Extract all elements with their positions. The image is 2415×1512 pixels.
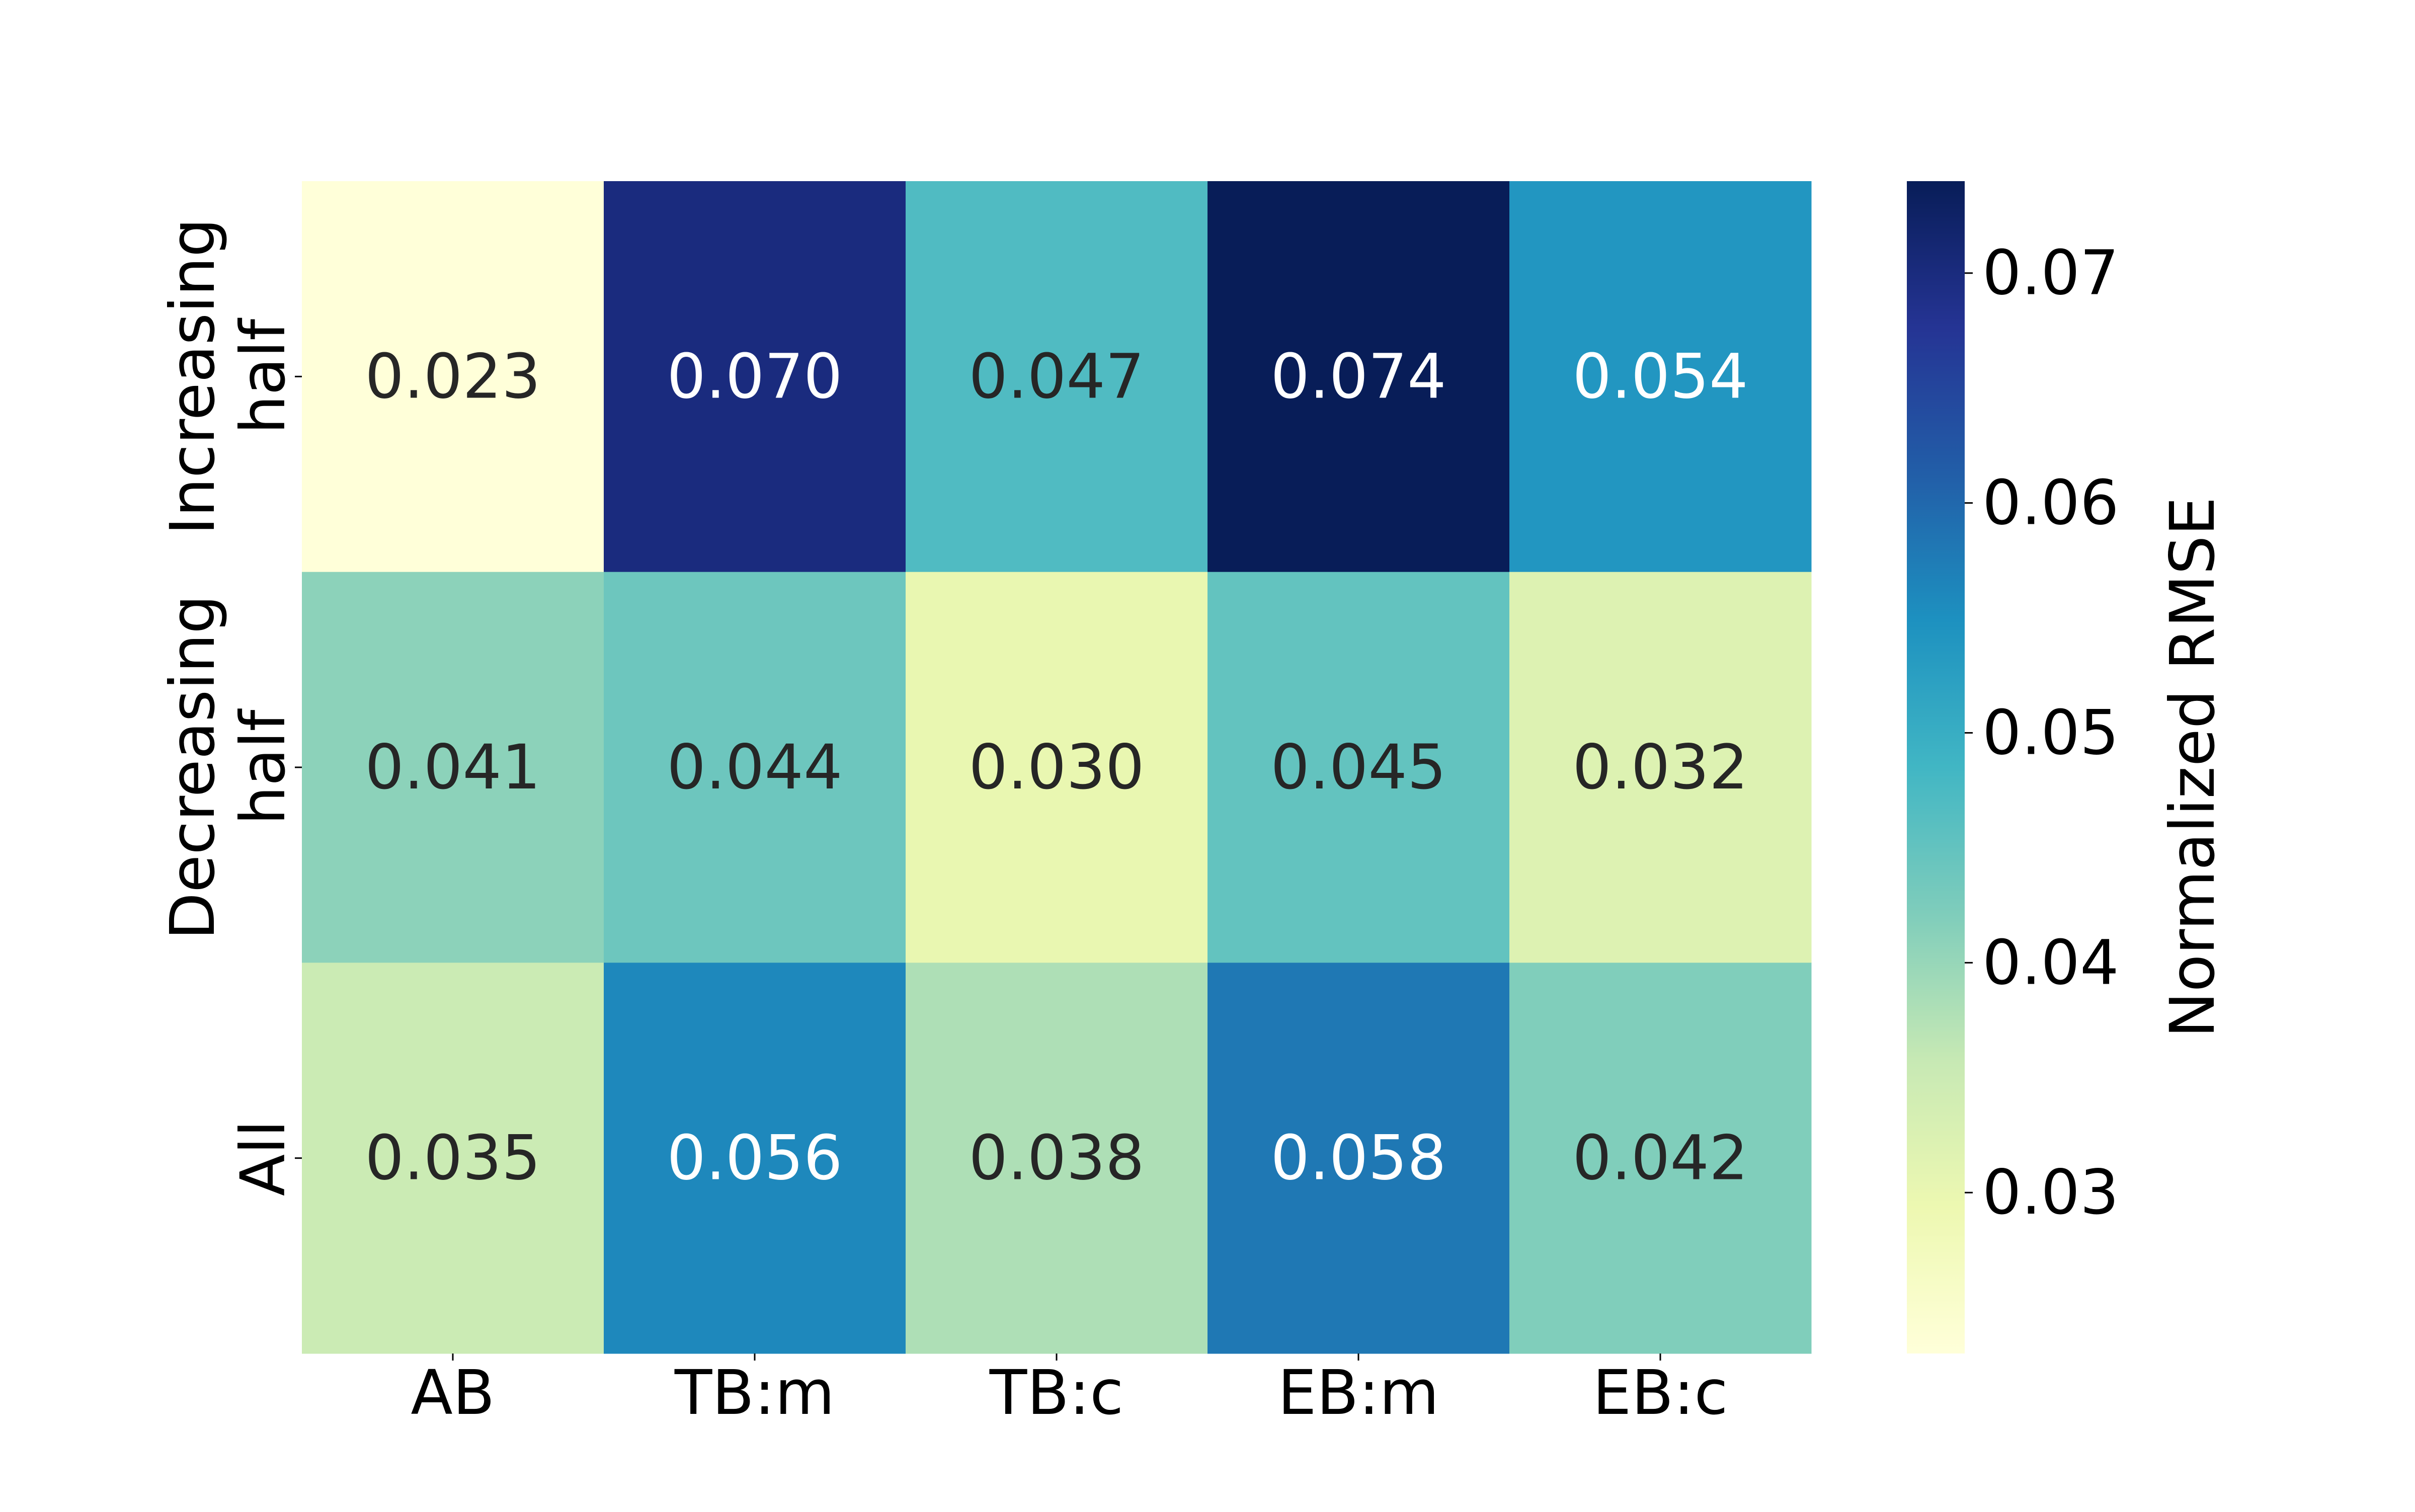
heatmap-cell (302, 963, 604, 1354)
heatmap-cell (604, 572, 906, 963)
cell-value-label: 0.041 (365, 732, 540, 803)
colorbar: 0.03 0.04 0.05 0.06 0.07 Normalized RMSE (1907, 181, 2228, 1354)
heatmap-cell (604, 181, 906, 573)
heatmap-cell (302, 572, 604, 963)
cell-value-label: 0.044 (667, 732, 842, 803)
cell-value-label: 0.054 (1572, 341, 1748, 412)
colorbar-tick-label: 0.07 (1982, 237, 2119, 309)
x-tick-label: TB:m (674, 1357, 835, 1428)
cell-value-label: 0.030 (969, 732, 1144, 803)
heatmap-cell (1509, 963, 1812, 1354)
cell-value-label: 0.042 (1572, 1123, 1748, 1194)
y-tick-label-line2: half (227, 317, 299, 434)
cell-value-label: 0.058 (1270, 1123, 1446, 1194)
y-tick-label-line2: half (227, 708, 299, 825)
heatmap-cell (906, 572, 1208, 963)
x-axis: AB TB:m TB:c EB:m EB:c (411, 1354, 1728, 1428)
colorbar-tick-label: 0.04 (1982, 927, 2119, 998)
y-tick-label: All (227, 1120, 299, 1196)
heatmap-cells: 0.023 0.070 0.047 0.074 0.054 0.041 0.044 0.030… (302, 181, 1812, 1354)
heatmap-cell (1208, 572, 1510, 963)
colorbar-label: Normalized RMSE (2157, 497, 2228, 1038)
heatmap-cell (1509, 181, 1812, 573)
cell-value-label: 0.045 (1270, 732, 1446, 803)
colorbar-tick-label: 0.05 (1982, 697, 2119, 768)
heatmap-cell (1208, 181, 1510, 573)
heatmap-cell (906, 181, 1208, 573)
x-tick-label: TB:c (989, 1357, 1123, 1428)
heatmap-cell (1208, 963, 1510, 1354)
cell-value-label: 0.074 (1270, 341, 1446, 412)
colorbar-tick-label: 0.06 (1982, 467, 2119, 539)
cell-value-label: 0.035 (365, 1123, 540, 1194)
heatmap-cell (906, 963, 1208, 1354)
cell-value-label: 0.038 (969, 1123, 1144, 1194)
cell-value-label: 0.047 (969, 341, 1144, 412)
y-tick-label: Increasing (157, 218, 228, 535)
colorbar-tick-label: 0.03 (1982, 1157, 2119, 1228)
colorbar-gradient (1907, 181, 1965, 1354)
cell-value-label: 0.070 (667, 341, 842, 412)
y-tick-label: Decreasing (157, 595, 228, 940)
heatmap-cell (604, 963, 906, 1354)
heatmap-cell (302, 181, 604, 573)
x-tick-label: EB:m (1278, 1357, 1439, 1428)
x-tick-label: EB:c (1593, 1357, 1728, 1428)
x-tick-label: AB (411, 1357, 495, 1428)
cell-value-label: 0.023 (365, 341, 540, 412)
heatmap-cell (1509, 572, 1812, 963)
cell-value-label: 0.032 (1572, 732, 1748, 803)
cell-value-label: 0.056 (667, 1123, 842, 1194)
